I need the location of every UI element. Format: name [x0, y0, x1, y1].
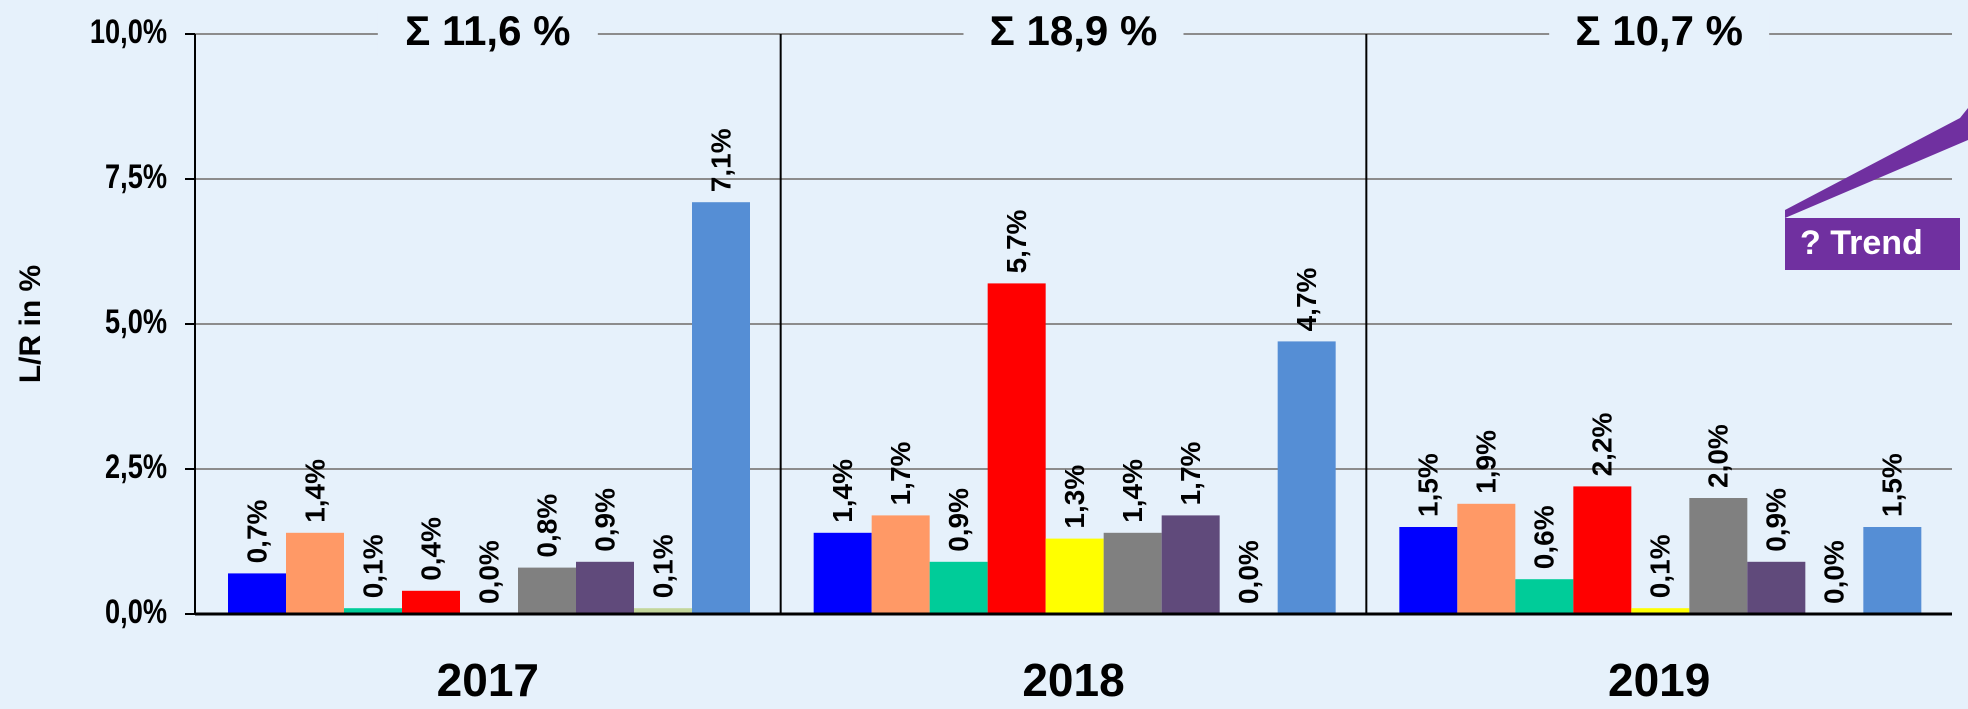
- data-label: 1,5%: [1413, 453, 1444, 517]
- data-label: 1,7%: [1175, 441, 1206, 505]
- data-label: 0,1%: [1645, 534, 1676, 598]
- y-tick-label: 2,5%: [105, 447, 167, 486]
- trend-box: [1785, 218, 1960, 270]
- data-label: 0,9%: [589, 488, 620, 552]
- y-tick-label: 7,5%: [105, 157, 167, 196]
- bar: [929, 561, 988, 614]
- bar: [1045, 538, 1104, 614]
- x-tick-label: 2017: [437, 654, 539, 706]
- bar: [634, 608, 692, 614]
- group-total: Σ 11,6 %: [405, 7, 570, 54]
- y-axis-label: L/R in %: [14, 265, 47, 383]
- total-bg: [1549, 12, 1770, 56]
- data-label: 0,9%: [1761, 488, 1792, 552]
- group-total: Σ 18,9 %: [990, 7, 1158, 54]
- bar: [692, 202, 750, 614]
- bar: [1399, 527, 1458, 614]
- data-label: 0,9%: [943, 488, 974, 552]
- bar: [987, 283, 1046, 614]
- y-tick-label: 10,0%: [90, 12, 167, 51]
- data-label: 1,7%: [885, 441, 916, 505]
- bar: [1103, 532, 1162, 614]
- bar: [871, 515, 930, 614]
- bar: [228, 573, 286, 614]
- total-bg: [963, 12, 1184, 56]
- bar: [1863, 527, 1922, 614]
- bar: [402, 590, 460, 614]
- data-label: 4,7%: [1291, 267, 1322, 331]
- data-label: 0,8%: [531, 494, 562, 558]
- trend-label: ? Trend: [1800, 224, 1923, 262]
- data-label: 5,7%: [1001, 209, 1032, 273]
- bar: [344, 608, 402, 614]
- bar: [576, 561, 634, 614]
- x-tick-label: 2019: [1608, 654, 1710, 706]
- data-label: 0,6%: [1529, 505, 1560, 569]
- bar: [1631, 608, 1690, 614]
- data-label: 1,3%: [1059, 465, 1090, 529]
- data-label: 0,1%: [647, 534, 678, 598]
- bar: [1515, 579, 1574, 614]
- total-bg: [377, 12, 598, 56]
- trend-arrow: [1785, 108, 1968, 218]
- bar: [518, 567, 576, 614]
- bar: [1457, 503, 1516, 614]
- data-label: 0,0%: [1819, 540, 1850, 604]
- data-label: 0,1%: [357, 534, 388, 598]
- data-label: 1,4%: [827, 459, 858, 523]
- bar: [1161, 515, 1220, 614]
- bar: [286, 532, 344, 614]
- data-label: 0,0%: [473, 540, 504, 604]
- data-label: 1,9%: [1471, 430, 1502, 494]
- bar: [1277, 341, 1336, 614]
- bar: [1573, 486, 1632, 614]
- data-label: 0,0%: [1233, 540, 1264, 604]
- bar: [1689, 498, 1748, 614]
- data-label: 1,5%: [1877, 453, 1908, 517]
- y-tick-label: 0,0%: [105, 592, 167, 631]
- bar: [1747, 561, 1806, 614]
- group-total: Σ 10,7 %: [1575, 7, 1743, 54]
- data-label: 0,7%: [241, 499, 272, 563]
- data-label: 2,2%: [1587, 412, 1618, 476]
- x-tick-label: 2018: [1022, 654, 1124, 706]
- bar: [813, 532, 872, 614]
- data-label: 0,4%: [415, 517, 446, 581]
- y-tick-label: 5,0%: [105, 302, 167, 341]
- data-label: 1,4%: [1117, 459, 1148, 523]
- data-label: 1,4%: [299, 459, 330, 523]
- data-label: 2,0%: [1703, 424, 1734, 488]
- data-label: 7,1%: [705, 128, 736, 192]
